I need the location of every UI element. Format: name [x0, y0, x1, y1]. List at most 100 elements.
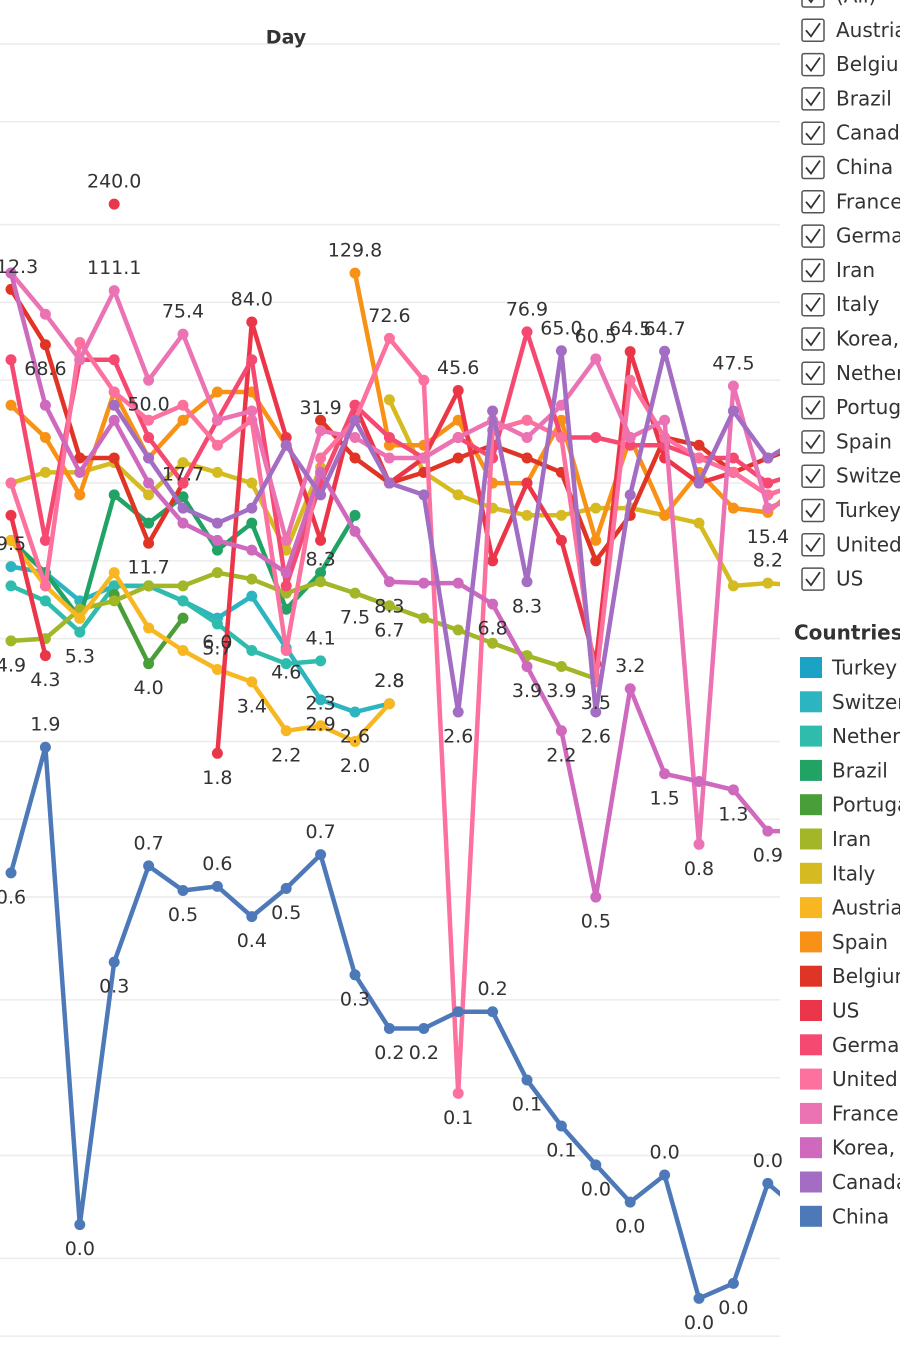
filter-label[interactable]: China	[836, 155, 893, 179]
checkbox[interactable]	[801, 18, 825, 43]
checkbox[interactable]	[801, 52, 825, 77]
checkbox[interactable]	[801, 258, 825, 283]
data-label: 84.0	[231, 288, 273, 310]
series-point	[452, 414, 464, 426]
data-label: 0.4	[237, 930, 267, 952]
filter-item[interactable]: Canada	[801, 121, 900, 145]
filter-item[interactable]: Austria	[801, 18, 900, 43]
checkbox[interactable]	[801, 0, 825, 8]
filter-label[interactable]: France	[836, 189, 900, 213]
filter-item[interactable]: Iran	[801, 258, 875, 283]
filter-label[interactable]: Switzerland	[836, 464, 900, 488]
checkmark	[805, 468, 821, 484]
checkbox[interactable]	[801, 155, 825, 180]
checkbox[interactable]	[801, 464, 825, 488]
checkbox[interactable]	[801, 567, 825, 591]
series-point	[177, 644, 189, 656]
series-point	[108, 580, 120, 592]
checkmark	[805, 228, 821, 244]
series-point	[383, 477, 395, 489]
series-point	[177, 414, 189, 426]
filter-list[interactable]: (All) Austria Belgium Brazil Canada China Fran…	[801, 0, 900, 591]
filter-label[interactable]: Brazil	[836, 86, 892, 110]
checkmark	[805, 434, 821, 450]
filter-item[interactable]: Korea, South	[801, 327, 900, 351]
legend-swatch	[800, 1068, 822, 1090]
legend-swatch	[800, 965, 822, 987]
filter-label[interactable]: Korea, South	[836, 327, 900, 351]
filter-label[interactable]: Austria	[836, 18, 900, 42]
series-point	[211, 386, 223, 398]
checkbox[interactable]	[801, 498, 825, 523]
filter-label[interactable]: Belgium	[836, 52, 900, 76]
data-label: 3.4	[237, 695, 267, 717]
series-point	[590, 555, 602, 567]
series-point	[659, 1169, 671, 1181]
checkbox[interactable]	[801, 361, 825, 386]
data-label: 0.1	[546, 1140, 576, 1162]
checkbox[interactable]	[801, 327, 825, 351]
series-point	[315, 414, 327, 426]
series-point	[315, 452, 327, 464]
filter-label[interactable]: Portugal	[836, 395, 900, 419]
series-point	[383, 394, 395, 406]
filter-item[interactable]: Belgium	[801, 52, 900, 77]
legend-swatch	[800, 794, 822, 816]
filter-label[interactable]: (All)	[836, 0, 876, 8]
filter-label[interactable]: Germany	[836, 224, 900, 248]
filter-label[interactable]: Spain	[836, 429, 892, 453]
data-label: 4.3	[30, 669, 60, 691]
filter-item[interactable]: Germany	[801, 224, 900, 248]
series-point	[108, 354, 120, 366]
checkbox[interactable]	[801, 224, 825, 248]
filter-item[interactable]: China	[801, 155, 893, 180]
data-label: 4.9	[0, 654, 26, 676]
series-point	[211, 567, 223, 579]
checkmark	[805, 365, 821, 381]
filter-item[interactable]: Switzerland	[801, 464, 900, 488]
data-label: 0.0	[718, 1297, 748, 1319]
series-point	[383, 452, 395, 464]
filter-item[interactable]: Netherlands	[801, 361, 900, 386]
series-point	[762, 1177, 774, 1189]
filter-item[interactable]: Brazil	[801, 86, 892, 111]
filter-label[interactable]: United Kingdom	[836, 532, 900, 556]
series-point	[383, 439, 395, 451]
filter-label[interactable]: Iran	[836, 258, 875, 282]
filter-item[interactable]: Spain	[801, 429, 892, 454]
filter-label[interactable]: Italy	[836, 292, 880, 316]
filter-item[interactable]: Italy	[801, 292, 880, 317]
series-point	[452, 577, 464, 589]
series-point	[487, 555, 499, 567]
series-point	[74, 489, 86, 501]
data-label: 4.1	[305, 627, 335, 649]
checkbox[interactable]	[801, 121, 825, 145]
data-label: 3.9	[546, 680, 576, 702]
series-point	[590, 502, 602, 514]
filter-label[interactable]: US	[836, 567, 863, 591]
filter-label[interactable]: Turkey	[835, 498, 900, 522]
series-point	[108, 386, 120, 398]
filter-item[interactable]: United Kingdom	[801, 532, 900, 557]
checkmark	[805, 297, 821, 313]
filter-item[interactable]: Turkey	[801, 498, 900, 523]
checkbox[interactable]	[801, 292, 825, 317]
legend-label: France	[832, 1101, 899, 1125]
series-point	[177, 491, 189, 503]
filter-label[interactable]: Canada	[836, 121, 900, 145]
filter-item[interactable]: France	[801, 189, 900, 214]
filter-item[interactable]: Portugal	[801, 395, 900, 420]
series-point	[5, 867, 17, 879]
checkbox[interactable]	[801, 87, 825, 111]
checkbox[interactable]	[801, 430, 825, 454]
checkbox[interactable]	[801, 395, 825, 420]
checkbox[interactable]	[801, 190, 825, 214]
data-label: 0.2	[477, 978, 507, 1000]
series-point	[143, 414, 155, 426]
data-label: 0.6	[0, 886, 26, 908]
checkbox[interactable]	[801, 533, 825, 557]
filter-label[interactable]: Netherlands	[836, 361, 900, 385]
data-label: 0.5	[271, 902, 301, 924]
filter-item[interactable]: (All)	[801, 0, 876, 8]
filter-item[interactable]: US	[801, 567, 863, 591]
